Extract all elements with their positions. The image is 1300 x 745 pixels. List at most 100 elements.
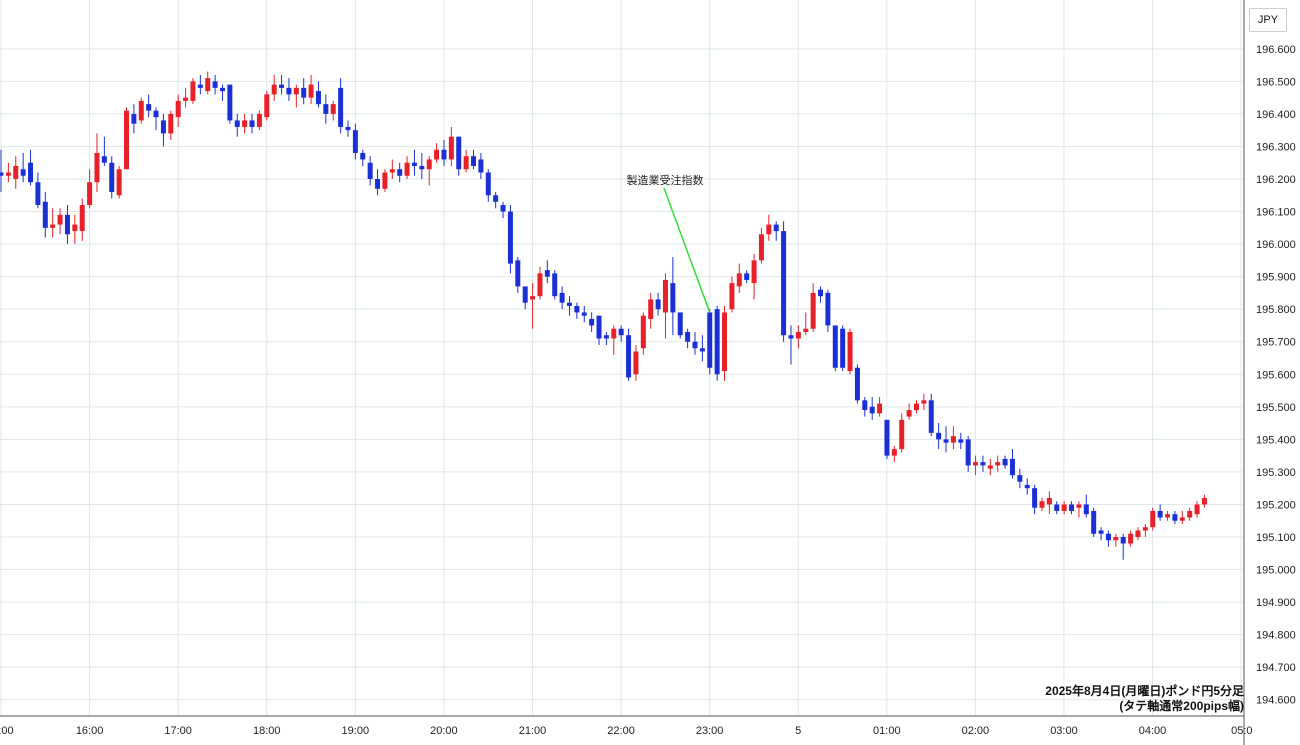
candle-body-up xyxy=(463,156,469,170)
candle-body-down xyxy=(227,84,233,121)
candle-body-down xyxy=(471,156,477,166)
candle-body-down xyxy=(1172,514,1178,521)
candle-body-down xyxy=(581,312,587,316)
candle-body-down xyxy=(301,87,307,98)
candle-body-down xyxy=(64,214,70,235)
x-tick-label: :00 xyxy=(0,725,14,737)
y-tick-label: 195.700 xyxy=(1256,337,1296,349)
currency-label[interactable]: JPY xyxy=(1249,8,1287,32)
candle-body-down xyxy=(862,400,868,411)
candle-body-up xyxy=(899,419,905,450)
candle-body-down xyxy=(522,286,528,303)
y-tick-label: 195.600 xyxy=(1256,369,1296,381)
candle-body-up xyxy=(611,328,617,339)
candle-body-up xyxy=(877,403,883,414)
candle-body-up xyxy=(434,149,440,160)
candle-body-up xyxy=(264,94,270,118)
candle-body-down xyxy=(42,201,48,228)
caption-subtitle: (タテ軸通常200pips幅) xyxy=(1119,699,1244,713)
candle-body-down xyxy=(626,335,632,378)
event-annotation: 製造業受注指数 xyxy=(627,173,711,313)
candle-body-up xyxy=(1135,530,1141,537)
candle-body-up xyxy=(537,273,543,297)
candle-body-up xyxy=(913,403,919,411)
candle-body-up xyxy=(1046,497,1052,505)
candle-body-up xyxy=(751,260,757,284)
x-tick-label: 5 xyxy=(795,725,801,737)
candle-body-up xyxy=(1179,517,1185,521)
x-tick-label: 02:00 xyxy=(962,725,990,737)
candle-body-down xyxy=(109,162,115,193)
candle-body-down xyxy=(958,439,964,443)
candle-body-up xyxy=(72,224,78,232)
candle-body-up xyxy=(205,78,211,92)
chart-caption: 2025年8月4日(月曜日)ポンド円5分足 (タテ軸通常200pips幅) xyxy=(1045,684,1244,714)
candle-body-up xyxy=(795,331,801,339)
candle-body-up xyxy=(293,87,299,95)
candle-body-up xyxy=(1061,504,1067,511)
x-tick-label: 04:00 xyxy=(1139,725,1167,737)
candle-body-down xyxy=(478,159,484,173)
x-tick-label: 22:00 xyxy=(607,725,635,737)
price-axis[interactable]: 196.600 196.500 196.400 196.300 196.200 196.1… xyxy=(1256,44,1296,707)
candle-body-down xyxy=(375,179,381,189)
candle-body-down xyxy=(980,462,986,466)
candle-body-up xyxy=(1142,527,1148,531)
candle-body-up xyxy=(1201,497,1207,505)
candle-body-down xyxy=(788,335,794,339)
candle-body-down xyxy=(670,283,676,313)
candle-body-up xyxy=(766,224,772,235)
y-tick-label: 196.600 xyxy=(1256,44,1296,56)
candle-body-up xyxy=(448,136,454,160)
candle-body-up xyxy=(138,100,144,121)
x-tick-label: 21:00 xyxy=(519,725,547,737)
candle-body-down xyxy=(500,205,506,212)
candle-body-down xyxy=(360,152,366,160)
x-tick-label: 03:00 xyxy=(1050,725,1078,737)
x-tick-label: 05:0 xyxy=(1231,725,1252,737)
candle-body-down xyxy=(1157,510,1163,518)
y-tick-label: 196.100 xyxy=(1256,207,1296,219)
candle-body-down xyxy=(28,162,34,183)
candle-body-down xyxy=(552,273,558,297)
candle-body-down xyxy=(1098,530,1104,534)
y-tick-label: 194.600 xyxy=(1256,695,1296,707)
candle-body-down xyxy=(832,325,838,368)
candle-body-down xyxy=(1069,504,1075,511)
time-axis[interactable]: :00 16:00 17:00 18:00 19:00 20:00 21:00 22:00 23… xyxy=(0,725,1253,737)
candle-body-down xyxy=(589,318,595,326)
candle-body-down xyxy=(1091,510,1097,534)
y-tick-label: 194.900 xyxy=(1256,597,1296,609)
candle-body-down xyxy=(1054,504,1060,511)
candle-body-down xyxy=(574,305,580,313)
candle-body-down xyxy=(1120,537,1126,544)
candle-body-down xyxy=(781,231,787,336)
candle-body-up xyxy=(1165,514,1171,518)
annotation-label: 製造業受注指数 xyxy=(627,173,704,187)
candle-body-down xyxy=(160,120,166,134)
candle-body-down xyxy=(714,309,720,375)
candle-body-up xyxy=(256,113,262,127)
candle-body-down xyxy=(131,113,137,124)
y-tick-label: 196.200 xyxy=(1256,174,1296,186)
candle-body-down xyxy=(315,91,321,105)
candle-body-up xyxy=(648,299,654,319)
candle-body-up xyxy=(404,162,410,176)
candle-body-up xyxy=(995,462,1001,466)
candle-body-down xyxy=(744,273,750,280)
candle-body-up xyxy=(847,331,853,372)
candle-body-up xyxy=(190,81,196,101)
candle-body-up xyxy=(94,152,100,183)
candle-body-down xyxy=(456,136,462,170)
candle-body-up xyxy=(530,296,536,300)
candle-body-up xyxy=(1194,504,1200,515)
y-tick-label: 195.400 xyxy=(1256,434,1296,446)
candle-body-up xyxy=(50,224,56,228)
candle-body-down xyxy=(197,84,203,88)
y-tick-label: 195.500 xyxy=(1256,402,1296,414)
candle-body-up xyxy=(973,462,979,466)
candle-body-up xyxy=(308,84,314,98)
candle-body-up xyxy=(13,165,19,179)
candle-body-up xyxy=(1076,504,1082,508)
x-tick-label: 23:00 xyxy=(696,725,724,737)
